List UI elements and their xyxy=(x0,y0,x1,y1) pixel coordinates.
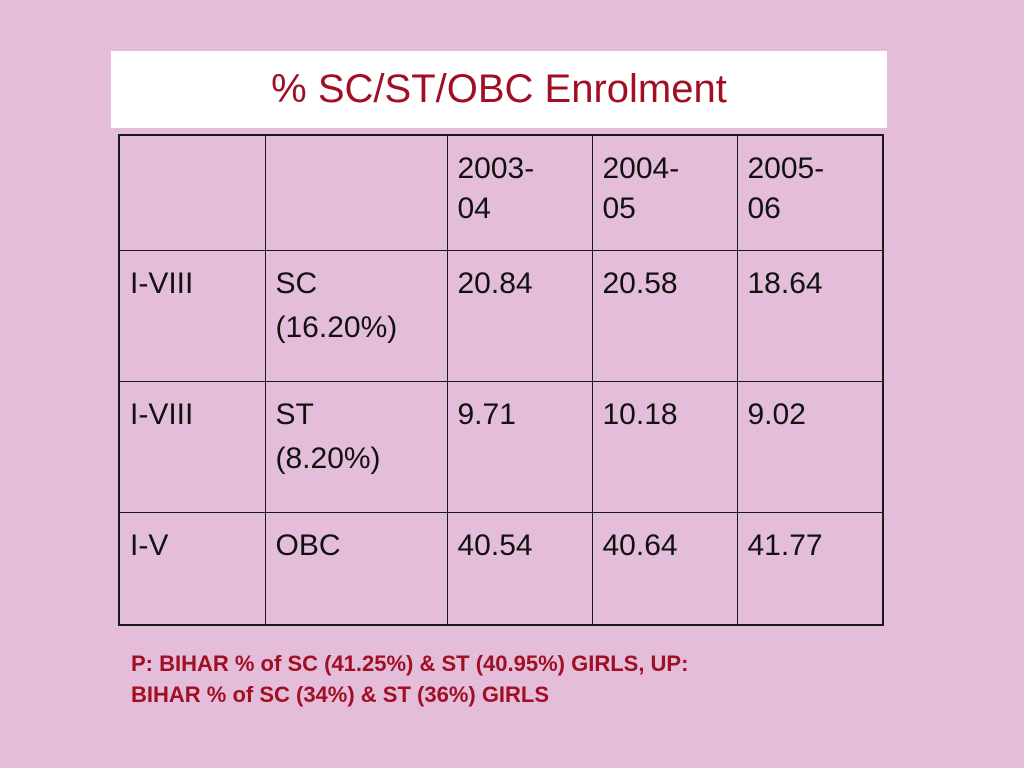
header-cell-empty-1 xyxy=(118,134,266,251)
value-cell-2004-05: 10.18 xyxy=(591,381,738,513)
value-cell-2005-06: 9.02 xyxy=(736,381,884,513)
header-cell-empty-2 xyxy=(264,134,448,251)
value-cell-2004-05: 20.58 xyxy=(591,250,738,382)
table-row-sc: I-VIII SC (16.20%) 20.84 20.58 18.64 xyxy=(118,250,884,382)
value-cell-2004-05: 40.64 xyxy=(591,512,738,626)
header-year-part: 2005- xyxy=(747,152,825,185)
header-cell-year-2005-06: 2005- 06 xyxy=(736,134,884,251)
header-cell-year-2004-05: 2004- 05 xyxy=(591,134,738,251)
category-name: OBC xyxy=(275,529,341,562)
header-year-part: 2004- xyxy=(602,152,680,185)
level-cell: I-VIII xyxy=(118,250,266,382)
category-cell: ST (8.20%) xyxy=(264,381,448,513)
header-year-part: 2003- xyxy=(457,152,535,185)
enrolment-table: 2003- 04 2004- 05 2005- 06 I-VIII SC (16… xyxy=(118,134,884,626)
table-row-obc: I-V OBC 40.54 40.64 41.77 xyxy=(118,512,884,626)
header-cell-year-2003-04: 2003- 04 xyxy=(446,134,593,251)
footnote-line-2: BIHAR % of SC (34%) & ST (36%) GIRLS xyxy=(131,682,550,707)
value-cell-2005-06: 41.77 xyxy=(736,512,884,626)
value-cell-2003-04: 9.71 xyxy=(446,381,593,513)
title-box: % SC/ST/OBC Enrolment xyxy=(111,51,887,128)
category-name: SC xyxy=(275,267,318,300)
value-cell-2003-04: 20.84 xyxy=(446,250,593,382)
category-name: ST xyxy=(275,398,314,431)
header-year-part: 04 xyxy=(457,192,491,225)
footnote: P: BIHAR % of SC (41.25%) & ST (40.95%) … xyxy=(131,648,891,710)
category-cell: SC (16.20%) xyxy=(264,250,448,382)
table-header-row: 2003- 04 2004- 05 2005- 06 xyxy=(118,134,884,251)
value-cell-2005-06: 18.64 xyxy=(736,250,884,382)
footnote-line-1: P: BIHAR % of SC (41.25%) & ST (40.95%) … xyxy=(131,651,689,676)
slide-title: % SC/ST/OBC Enrolment xyxy=(271,67,727,111)
level-cell: I-V xyxy=(118,512,266,626)
table-row-st: I-VIII ST (8.20%) 9.71 10.18 9.02 xyxy=(118,381,884,513)
category-share: (8.20%) xyxy=(275,442,381,475)
category-cell: OBC xyxy=(264,512,448,626)
level-cell: I-VIII xyxy=(118,381,266,513)
category-share: (16.20%) xyxy=(275,311,398,344)
header-year-part: 06 xyxy=(747,192,781,225)
header-year-part: 05 xyxy=(602,192,636,225)
value-cell-2003-04: 40.54 xyxy=(446,512,593,626)
